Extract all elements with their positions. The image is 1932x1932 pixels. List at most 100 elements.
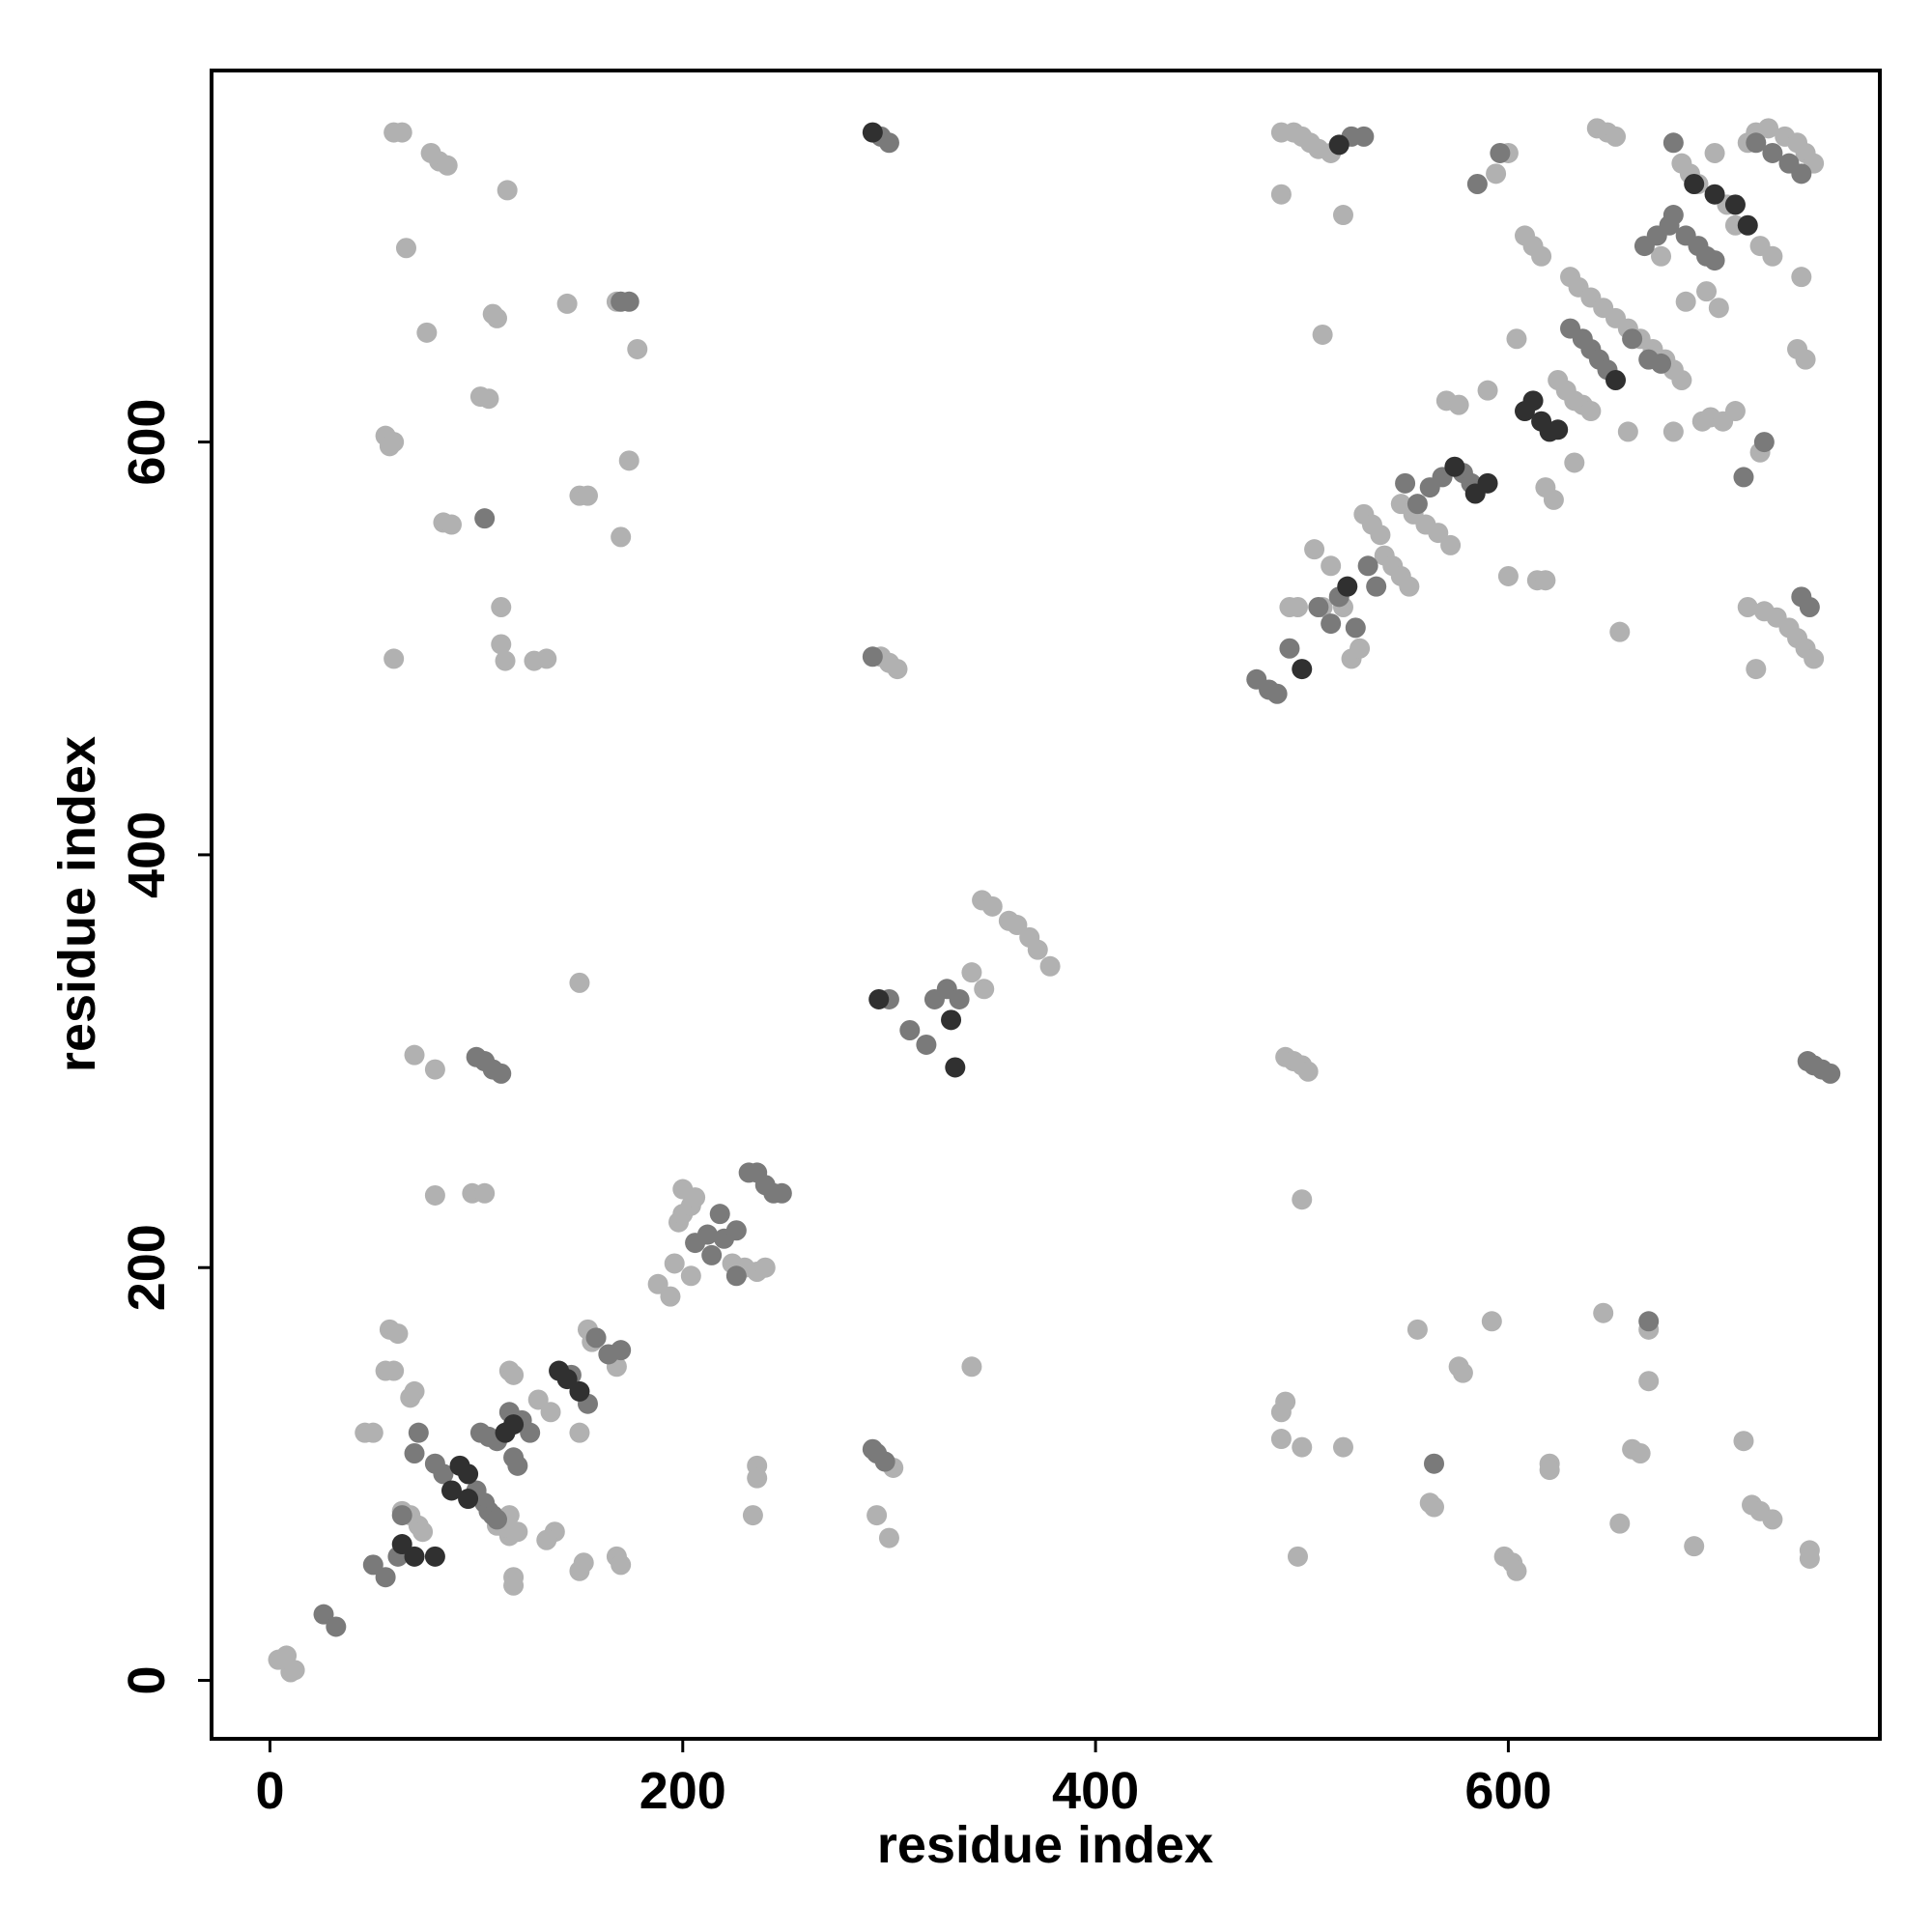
point	[1548, 419, 1569, 440]
point	[1704, 250, 1725, 271]
point	[474, 1182, 496, 1204]
point	[1506, 1560, 1527, 1581]
point	[474, 508, 496, 529]
point	[503, 1575, 525, 1596]
point	[1370, 525, 1391, 546]
point	[1444, 456, 1465, 477]
point	[1651, 353, 1672, 374]
point	[536, 1529, 557, 1550]
point	[1350, 638, 1371, 659]
point	[1292, 659, 1313, 680]
point	[1799, 597, 1820, 618]
point	[1675, 291, 1696, 312]
point	[391, 122, 412, 143]
point	[313, 1604, 334, 1625]
point	[742, 1505, 763, 1526]
point	[1007, 915, 1028, 936]
point	[1671, 369, 1692, 390]
point	[868, 988, 890, 1009]
point	[874, 1451, 895, 1472]
point	[1531, 245, 1552, 267]
point	[1746, 132, 1767, 154]
point	[647, 1273, 668, 1294]
point	[491, 1063, 512, 1084]
y-tick-label: 600	[118, 399, 176, 486]
point	[1708, 298, 1729, 319]
point	[395, 238, 416, 259]
point	[404, 1044, 425, 1065]
point	[1486, 163, 1507, 185]
point	[1684, 174, 1705, 195]
point	[1791, 163, 1812, 185]
point	[1304, 539, 1325, 560]
point	[618, 450, 639, 471]
point	[1543, 489, 1564, 510]
point	[709, 1204, 730, 1225]
point	[1564, 452, 1585, 473]
point	[556, 1369, 578, 1390]
point	[1662, 205, 1684, 226]
point	[1292, 1436, 1313, 1458]
point	[404, 1546, 425, 1567]
point	[1497, 565, 1519, 586]
x-axis-label: residue index	[877, 1816, 1213, 1874]
point	[1609, 1513, 1631, 1534]
point	[507, 1521, 528, 1543]
x-tick-label: 0	[255, 1762, 284, 1820]
point	[375, 1567, 396, 1588]
point	[1321, 613, 1342, 635]
point	[878, 1527, 899, 1548]
point	[1762, 142, 1783, 163]
point	[507, 1455, 528, 1476]
point	[1353, 126, 1375, 147]
plot-frame	[210, 69, 1882, 1741]
point	[1704, 184, 1725, 205]
point	[1292, 1189, 1313, 1210]
point	[660, 1286, 681, 1307]
point	[1406, 494, 1428, 515]
point	[527, 1389, 549, 1410]
point	[1737, 214, 1758, 236]
point	[569, 1422, 590, 1443]
point	[618, 291, 639, 312]
point	[1651, 245, 1672, 267]
point	[1662, 132, 1684, 154]
point	[664, 1253, 685, 1274]
point	[949, 988, 970, 1009]
point	[1638, 1371, 1660, 1392]
point	[1477, 380, 1498, 401]
point	[1440, 534, 1462, 555]
point	[1820, 1063, 1841, 1084]
point	[1580, 401, 1602, 422]
point	[696, 1224, 718, 1245]
point	[437, 155, 458, 176]
points	[268, 118, 1841, 1683]
point	[585, 1327, 607, 1349]
point	[540, 1402, 561, 1423]
point	[1724, 194, 1746, 215]
point	[1328, 134, 1350, 156]
point	[408, 1422, 429, 1443]
point	[1321, 555, 1342, 577]
point	[416, 322, 438, 343]
point	[362, 1422, 384, 1443]
point	[1762, 1509, 1783, 1530]
point	[725, 1265, 747, 1287]
point	[391, 1534, 412, 1555]
point	[1270, 1429, 1292, 1450]
point	[503, 1414, 525, 1435]
y-tick-label: 200	[118, 1224, 176, 1311]
point	[569, 1560, 590, 1581]
point	[680, 1265, 701, 1287]
point	[611, 1340, 632, 1361]
point	[1399, 576, 1420, 597]
point	[556, 293, 578, 314]
point	[1746, 659, 1767, 680]
point	[1638, 1311, 1660, 1332]
point	[747, 1467, 768, 1489]
x-tick-label: 200	[639, 1762, 726, 1820]
point	[1266, 683, 1288, 704]
point	[569, 972, 590, 993]
point	[284, 1660, 305, 1681]
